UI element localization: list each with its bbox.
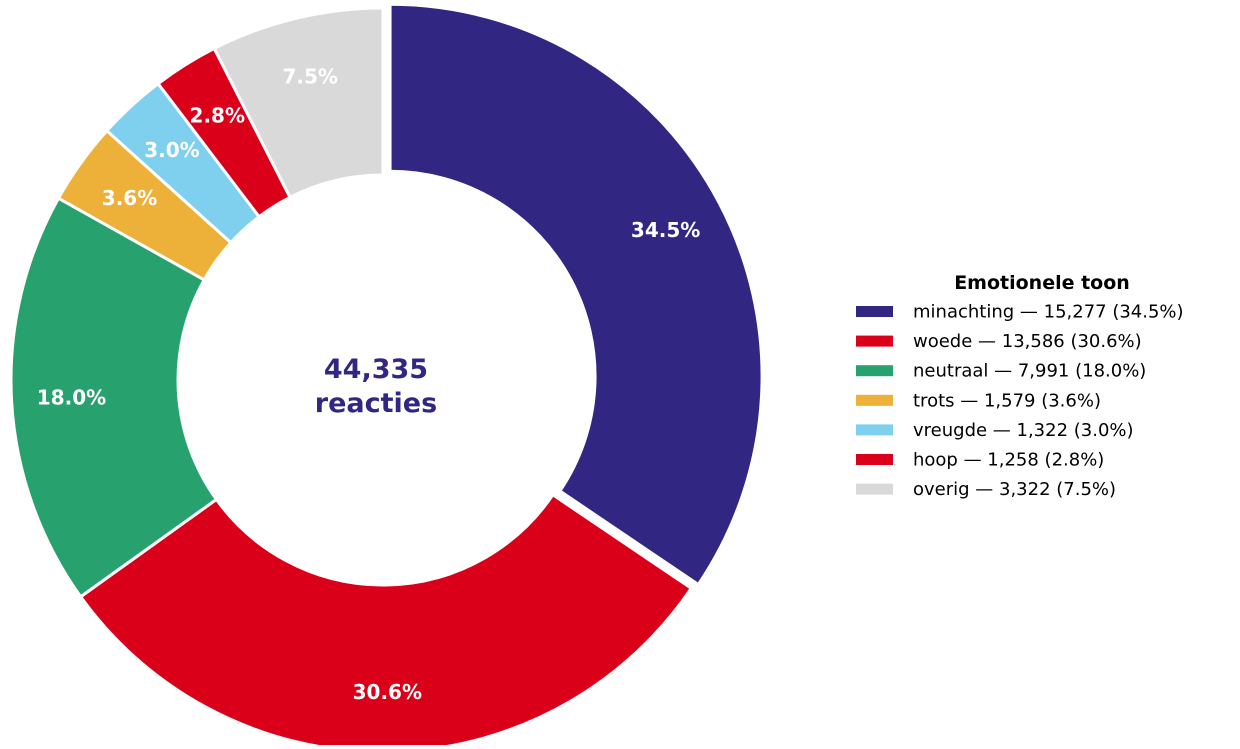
slice-neutraal	[9, 196, 219, 599]
legend-label-hoop: hoop — 1,258 (2.8%)	[913, 450, 1104, 471]
slice-pct-label-neutraal: 18.0%	[37, 385, 106, 409]
legend-item-minachting: minachting — 15,277 (34.5%)	[856, 302, 1184, 323]
legend-item-vreugde: vreugde — 1,322 (3.0%)	[856, 420, 1134, 441]
legend-item-hoop: hoop — 1,258 (2.8%)	[856, 450, 1104, 471]
legend-item-woede: woede — 13,586 (30.6%)	[856, 331, 1142, 352]
legend-swatch-neutraal	[856, 365, 893, 377]
legend-swatch-hoop	[856, 454, 893, 465]
slice-overig	[212, 6, 385, 200]
legend-label-minachting: minachting — 15,277 (34.5%)	[913, 302, 1184, 323]
slice-pct-label-trots: 3.6%	[102, 186, 157, 210]
center-total-label: 44,335	[324, 354, 428, 385]
legend-items: minachting — 15,277 (34.5%) woede — 13,58…	[856, 302, 1184, 500]
legend-swatch-minachting	[856, 306, 893, 317]
donut-slices	[9, 2, 764, 749]
legend-label-overig: overig — 3,322 (7.5%)	[913, 479, 1116, 500]
slice-minachting	[388, 2, 764, 587]
legend-label-trots: trots — 1,579 (3.6%)	[913, 390, 1101, 411]
slice-pct-label-vreugde: 3.0%	[144, 138, 199, 162]
slice-labels: 34.5% 30.6% 18.0% 3.6% 3.0% 2.8% 7.5%	[37, 65, 701, 704]
slice-pct-label-hoop: 2.8%	[190, 104, 245, 128]
legend: Emotionele toon minachting — 15,277 (34.…	[856, 272, 1184, 500]
slice-pct-label-overig: 7.5%	[282, 65, 337, 89]
legend-swatch-overig	[856, 483, 893, 495]
legend-swatch-trots	[856, 394, 893, 406]
legend-item-neutraal: neutraal — 7,991 (18.0%)	[856, 361, 1146, 382]
center-unit-label: reacties	[315, 388, 437, 419]
legend-item-trots: trots — 1,579 (3.6%)	[856, 390, 1101, 411]
slice-pct-label-woede: 30.6%	[353, 680, 422, 704]
legend-label-vreugde: vreugde — 1,322 (3.0%)	[913, 420, 1134, 441]
legend-swatch-woede	[856, 335, 893, 347]
legend-title: Emotionele toon	[954, 272, 1130, 294]
legend-label-woede: woede — 13,586 (30.6%)	[913, 331, 1142, 352]
legend-label-neutraal: neutraal — 7,991 (18.0%)	[913, 361, 1146, 382]
legend-swatch-vreugde	[856, 424, 893, 436]
slice-woede	[78, 492, 694, 749]
donut-center: 44,335 reacties	[315, 354, 437, 419]
slice-pct-label-minachting: 34.5%	[631, 218, 700, 242]
legend-item-overig: overig — 3,322 (7.5%)	[856, 479, 1116, 500]
